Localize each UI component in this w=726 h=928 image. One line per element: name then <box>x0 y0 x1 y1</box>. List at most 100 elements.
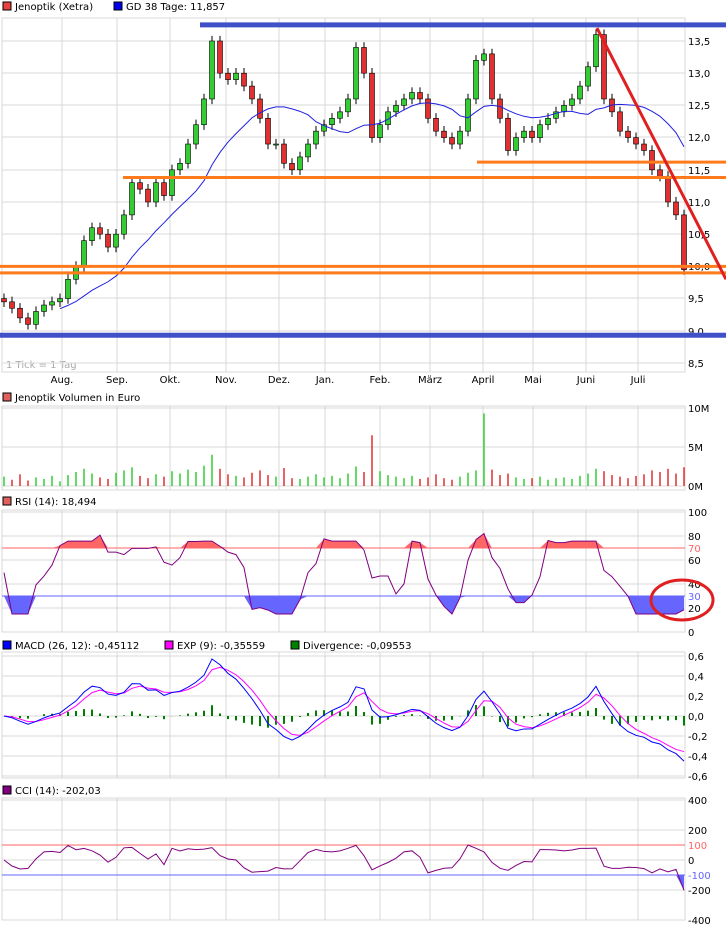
candle-body <box>185 143 191 164</box>
y-tick-label: 11,0 <box>688 198 710 209</box>
y-tick-label: 12,5 <box>688 101 710 112</box>
candle-body <box>265 117 271 145</box>
y-tick-label: 10,5 <box>688 230 710 241</box>
y-tick-label: -0,4 <box>688 752 708 763</box>
legend-swatch-rsi <box>2 496 12 506</box>
legend-swatch-cci <box>2 785 12 795</box>
candle-body <box>297 156 303 171</box>
candle-body <box>129 182 135 216</box>
cci-oversold-area <box>4 875 684 891</box>
candle-body <box>433 117 439 132</box>
y-tick-label: -0,6 <box>688 772 708 783</box>
candle-body <box>337 111 343 119</box>
candle-body <box>593 34 599 68</box>
candle-body <box>369 72 375 138</box>
legend-volume: Jenoptik Volumen in Euro <box>14 393 140 404</box>
y-tick-label: 0,2 <box>688 692 704 703</box>
x-tick-label-month: Feb. <box>370 375 391 386</box>
x-tick-label-month: Sep. <box>106 375 128 386</box>
y-tick-label: 200 <box>688 826 707 837</box>
y-tick-label: -400 <box>688 916 711 927</box>
candle-body <box>81 240 87 267</box>
rsi-line <box>3 532 685 615</box>
exp-signal-line <box>3 666 685 753</box>
y-tick-label: 5M <box>688 443 703 454</box>
candle-body <box>665 175 671 203</box>
x-tick-label-month: Okt. <box>160 375 181 386</box>
candle-body <box>161 182 167 196</box>
y-tick-label: 0,4 <box>688 672 704 683</box>
legend-swatch-divergence <box>290 640 300 650</box>
x-tick-label-month: Jan. <box>315 375 335 386</box>
cci-line <box>3 844 685 891</box>
x-tick-label-month: Mai <box>524 375 542 386</box>
candle-body <box>577 85 583 100</box>
y-tick-label: 9,0 <box>688 327 704 338</box>
candle-body <box>449 137 455 145</box>
legend-rsi: RSI (14): 18,494 <box>15 497 97 508</box>
legend-cci: CCI (14): -202,03 <box>15 786 101 797</box>
candle-body <box>457 130 463 145</box>
candle-body <box>257 98 263 119</box>
legend-exp: EXP (9): -0,35559 <box>177 641 265 652</box>
candle-body <box>345 98 351 113</box>
rsi-oversold-area <box>4 596 684 614</box>
candle-body <box>489 53 495 100</box>
x-tick-label-month: Juli <box>630 375 646 386</box>
candle-body <box>49 301 55 306</box>
y-tick-label: 13,5 <box>688 37 710 48</box>
legend-swatch-price <box>2 1 12 11</box>
legend-swatch-exp <box>164 640 174 650</box>
candle-body <box>361 47 367 74</box>
candle-body <box>25 317 31 325</box>
legend-price: Jenoptik (Xetra) <box>14 2 93 13</box>
candle-body <box>553 111 559 119</box>
candle-body <box>657 169 663 177</box>
candle-body <box>193 124 199 145</box>
panel-frame <box>1 509 686 633</box>
candle-body <box>585 66 591 87</box>
candle-body <box>9 301 15 309</box>
y-tick-label: 80 <box>688 532 701 543</box>
candle-body <box>305 143 311 158</box>
x-tick-label-month: April <box>472 375 495 386</box>
candle-body <box>641 143 647 151</box>
y-tick-label: 400 <box>688 796 707 807</box>
y-tick-label: 12,0 <box>688 133 710 144</box>
y-tick-label: 0,0 <box>688 712 704 723</box>
candle-body <box>321 124 327 132</box>
legend-divergence: Divergence: -0,09553 <box>303 641 411 652</box>
panel-frame <box>1 651 686 779</box>
candle-body <box>153 182 159 203</box>
candle-body <box>1 298 7 303</box>
legend-macd: MACD (26, 12): -0,45112 <box>15 641 139 652</box>
y-tick-label: 13,0 <box>688 69 710 80</box>
y-tick-label: 0,6 <box>688 652 704 663</box>
candle-body <box>217 40 223 74</box>
candle-body <box>497 98 503 119</box>
candle-body <box>649 150 655 171</box>
candle-body <box>681 214 687 270</box>
candle-body <box>417 92 423 100</box>
candle-body <box>89 227 95 241</box>
candle-body <box>41 304 47 312</box>
candle-body <box>145 188 151 203</box>
y-tick-label: 60 <box>688 556 701 567</box>
candle-body <box>393 105 399 113</box>
legend-ma: GD 38 Tage: 11,857 <box>126 2 225 13</box>
candle-body <box>177 163 183 171</box>
panel-frame <box>1 405 686 491</box>
candle-body <box>409 92 415 100</box>
candle-body <box>65 278 71 299</box>
candle-body <box>441 130 447 138</box>
highlight-ellipse <box>649 578 715 622</box>
candle-body <box>233 72 239 80</box>
y-tick-label: 70 <box>688 544 701 555</box>
x-tick-label-month: März <box>418 375 442 386</box>
candle-body <box>313 130 319 145</box>
x-tick-label-month: Aug. <box>51 375 74 386</box>
legend-swatch-ma <box>113 1 123 11</box>
candle-body <box>249 85 255 100</box>
y-tick-label: -100 <box>688 871 711 882</box>
y-tick-label: 100 <box>688 508 707 519</box>
